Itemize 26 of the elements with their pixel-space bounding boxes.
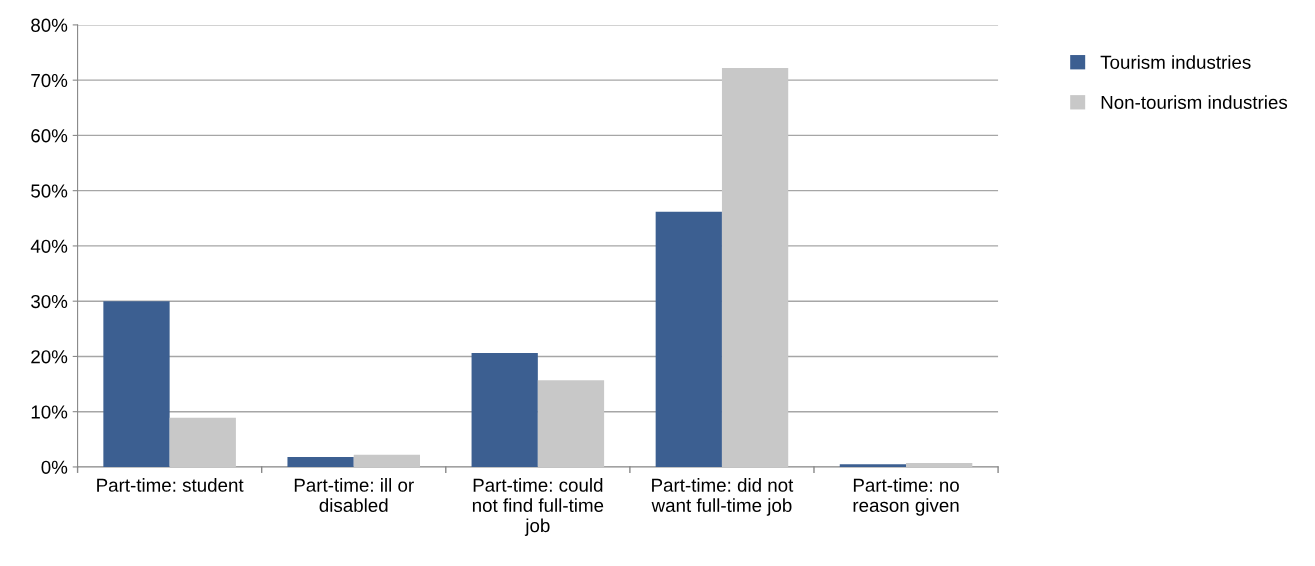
y-tick-label: 40% (30, 239, 68, 253)
y-tick-label: 60% (31, 129, 68, 143)
bar (471, 353, 538, 467)
y-tick-label: 20% (31, 350, 68, 364)
x-tick-label: Part-time: did not want full-time job (651, 478, 794, 516)
y-tick-label: 80% (31, 18, 68, 32)
x-tick-label: Part-time: student (97, 478, 244, 492)
legend-label: Tourism industries (1100, 55, 1251, 69)
x-tick-label: Part-time: no reason given (853, 478, 959, 516)
bar (353, 454, 421, 467)
y-tick-label: 10% (31, 405, 68, 419)
x-tick-label: Part-time: ill or disabled (294, 478, 414, 513)
bar (839, 464, 907, 467)
bar (721, 68, 789, 467)
bar (169, 417, 236, 467)
bar (287, 457, 354, 467)
bar (537, 380, 605, 467)
legend-label: Non-tourism industries (1101, 95, 1288, 109)
y-tick-label: 0% (41, 460, 68, 474)
y-tick-label: 30% (31, 294, 68, 309)
bar (103, 301, 170, 467)
x-tick-label: Part-time: could not find full-time job (472, 478, 604, 536)
bar (906, 463, 973, 467)
y-tick-label: 50% (31, 184, 68, 198)
y-tick-label: 70% (31, 73, 68, 88)
bar (655, 211, 722, 467)
